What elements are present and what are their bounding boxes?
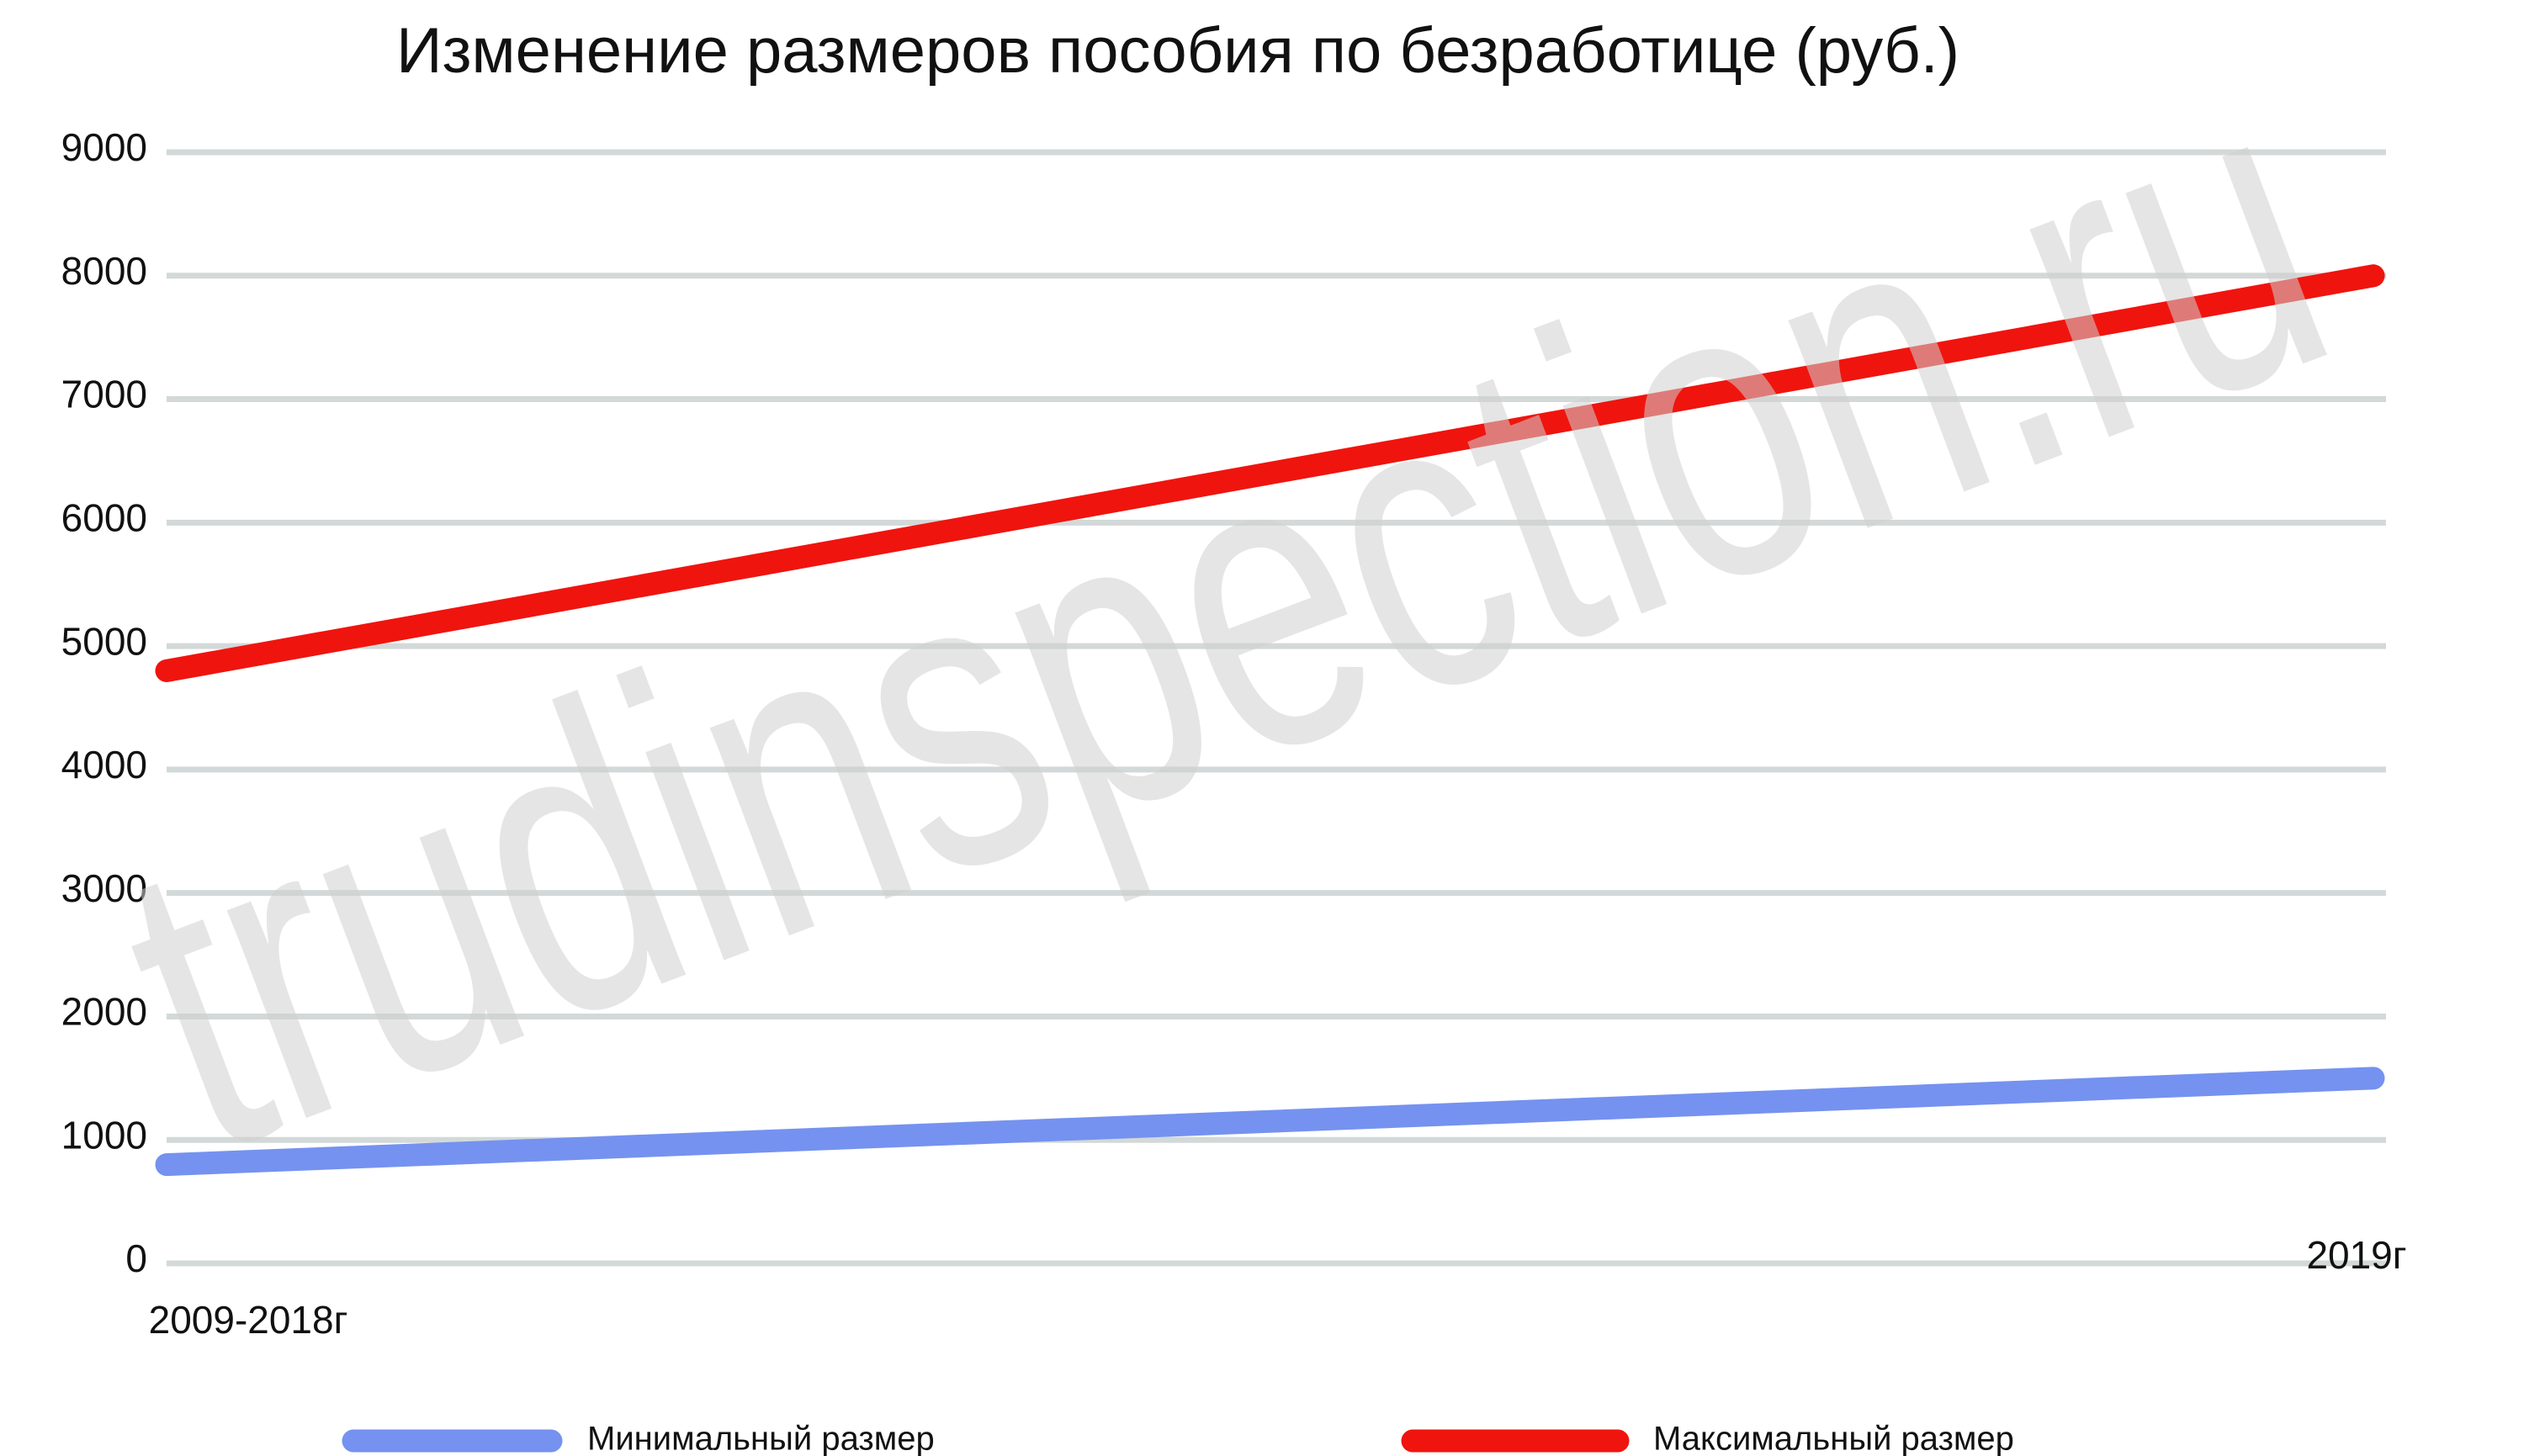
y-tick-label: 9000 [61,125,147,169]
y-tick-label: 0 [125,1236,147,1280]
y-tick-label: 2000 [61,990,147,1034]
y-tick-label: 1000 [61,1113,147,1157]
y-tick-label: 7000 [61,373,147,416]
chart-title: Изменение размеров пособия по безработиц… [396,15,1959,87]
y-tick-label: 3000 [61,866,147,910]
y-tick-label: 6000 [61,495,147,539]
data-line [155,1067,2385,1177]
x-tick-label: 2009-2018г [149,1298,348,1342]
x-tick-label: 2019г [2306,1233,2406,1277]
y-tick-label: 4000 [61,743,147,786]
legend-label: Максимальный размер [1653,1421,2014,1456]
legend-label: Минимальный размер [587,1421,935,1456]
y-tick-label: 8000 [61,249,147,293]
data-line [155,264,2385,682]
y-tick-label: 5000 [61,619,147,663]
